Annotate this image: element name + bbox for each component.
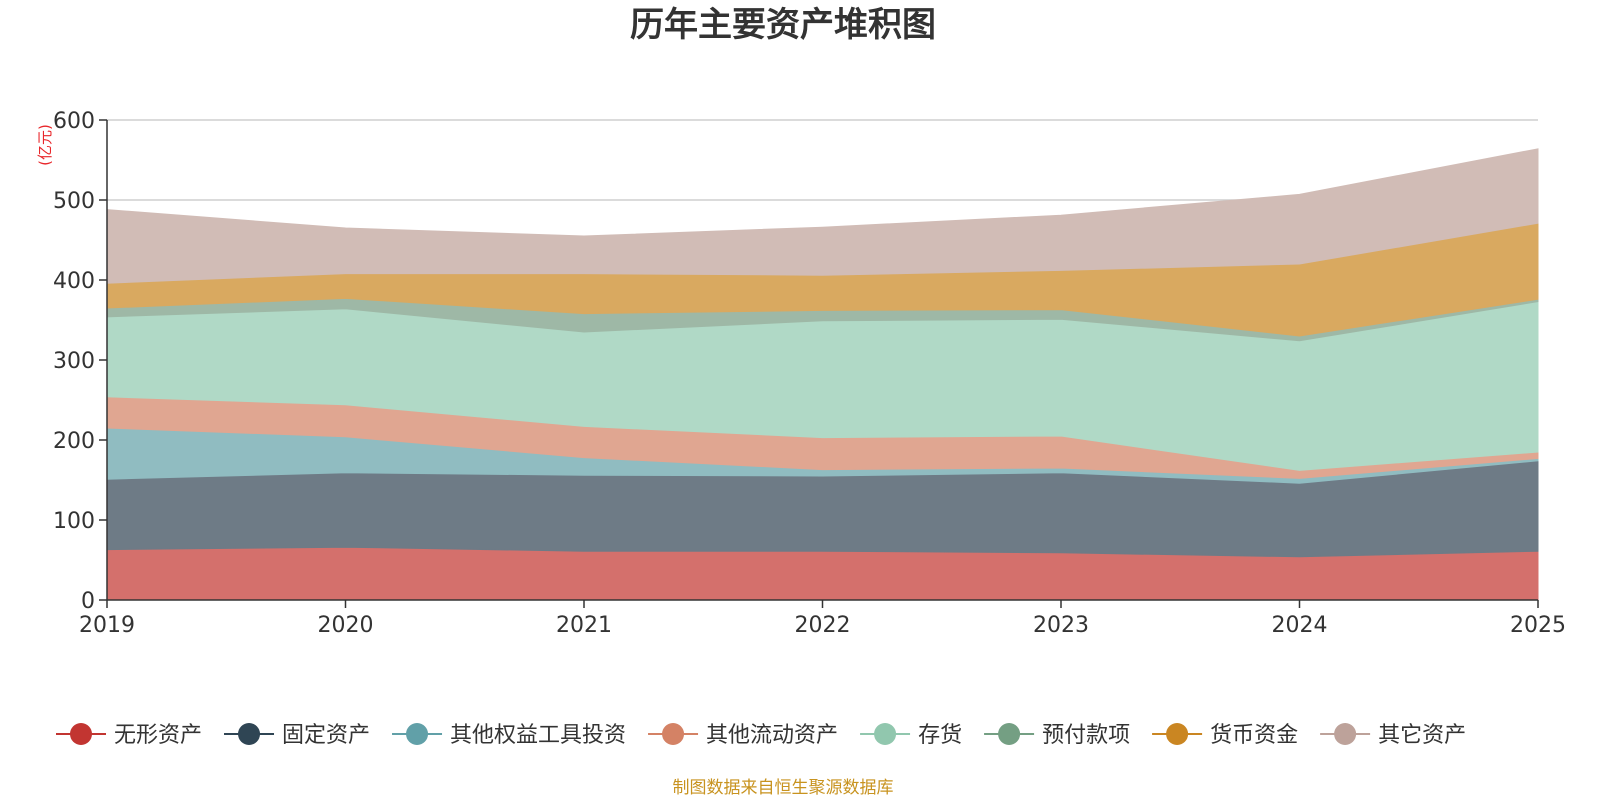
- legend-item-1[interactable]: 无形资产: [56, 723, 202, 748]
- legend-marker-3: [406, 723, 429, 745]
- legend-label-4: 其他流动资产: [706, 723, 838, 748]
- legend-label-2: 固定资产: [282, 723, 370, 748]
- y-tick-label-300: 300: [53, 349, 95, 374]
- legend-marker-2: [238, 723, 261, 745]
- legend-item-5[interactable]: 存货: [860, 723, 962, 748]
- legend-item-3[interactable]: 其他权益工具投资: [392, 723, 626, 748]
- y-tick-label-200: 200: [53, 429, 95, 454]
- legend-marker-7: [1166, 723, 1189, 745]
- y-tick-label-500: 500: [53, 189, 95, 214]
- legend-marker-1: [70, 723, 92, 745]
- x-tick-label-2024: 2024: [1272, 613, 1328, 638]
- area-series: [106, 148, 1539, 601]
- legend-marker-5: [874, 723, 897, 745]
- y-tick-label-0: 0: [81, 589, 95, 614]
- y-axis-unit: (亿元): [36, 124, 54, 166]
- legend-item-4[interactable]: 其他流动资产: [648, 723, 838, 748]
- legend-marker-6: [998, 723, 1021, 745]
- legend-item-7[interactable]: 货币资金: [1152, 723, 1298, 748]
- legend-label-7: 货币资金: [1210, 723, 1298, 748]
- legend-label-3: 其他权益工具投资: [450, 723, 626, 748]
- legend-item-2[interactable]: 固定资产: [224, 723, 370, 748]
- legend[interactable]: 无形资产 固定资产 其他权益工具投资 其他流动资产 存货 预付款项 货币资金 其它资产: [56, 723, 1466, 748]
- y-tick-label-600: 600: [53, 109, 95, 134]
- axes: 0 100 200 300 400 500 600 2019 2020 2021 2022 2023 2…: [53, 109, 1566, 638]
- area-series-8: [106, 148, 1539, 284]
- legend-label-6: 预付款项: [1042, 723, 1130, 748]
- legend-marker-4: [662, 723, 685, 745]
- x-tick-label-2025: 2025: [1510, 613, 1566, 638]
- legend-item-6[interactable]: 预付款项: [984, 723, 1130, 748]
- x-tick-label-2021: 2021: [556, 613, 612, 638]
- legend-marker-8: [1334, 723, 1357, 745]
- data-source-note: 制图数据来自恒生聚源数据库: [673, 778, 894, 798]
- y-tick-label-400: 400: [53, 269, 95, 294]
- x-tick-label-2023: 2023: [1033, 613, 1089, 638]
- legend-label-5: 存货: [918, 723, 962, 748]
- x-tick-label-2022: 2022: [795, 613, 851, 638]
- chart-title: 历年主要资产堆积图: [630, 5, 936, 45]
- x-tick-label-2020: 2020: [318, 613, 374, 638]
- legend-item-8[interactable]: 其它资产: [1320, 723, 1466, 748]
- legend-label-1: 无形资产: [114, 723, 202, 748]
- legend-label-8: 其它资产: [1378, 723, 1466, 748]
- x-tick-label-2019: 2019: [79, 613, 135, 638]
- y-tick-label-100: 100: [53, 509, 95, 534]
